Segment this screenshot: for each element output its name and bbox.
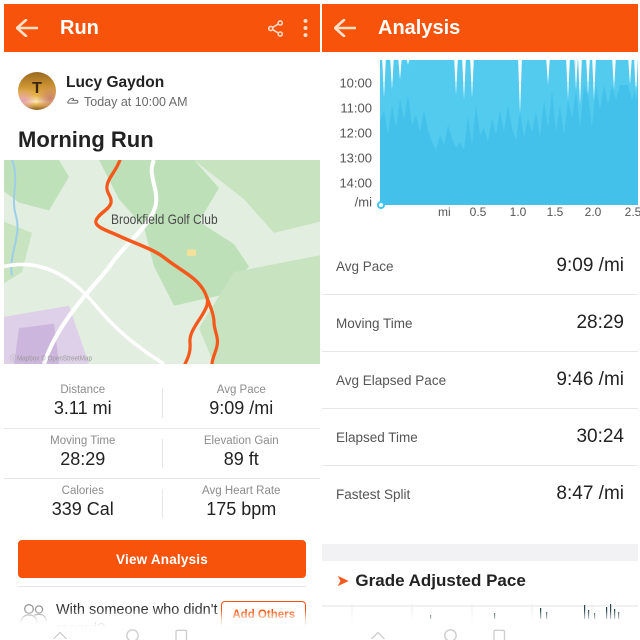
svg-text:Mapbox © OpenStreetMap: Mapbox © OpenStreetMap (17, 354, 92, 362)
svg-text:Brookfield Golf Club: Brookfield Golf Club (111, 211, 218, 227)
svg-text:ⓘ: ⓘ (10, 354, 17, 362)
